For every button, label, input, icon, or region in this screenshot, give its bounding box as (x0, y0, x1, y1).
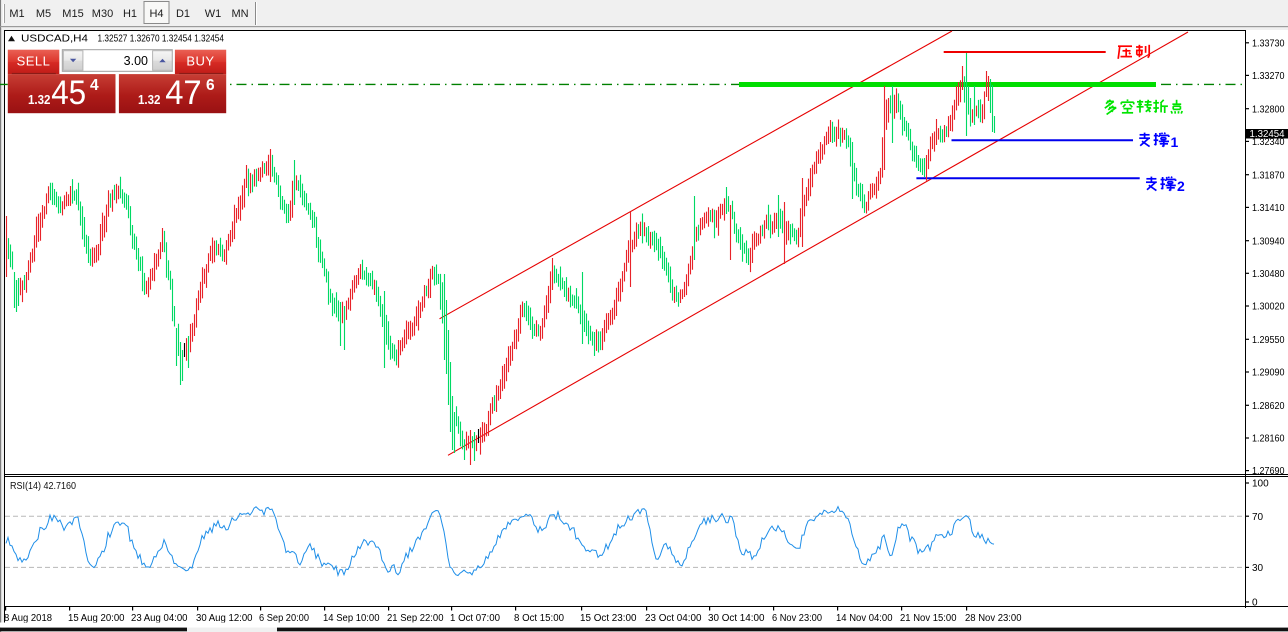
svg-text:30: 30 (1252, 563, 1264, 574)
svg-text:14 Sep 10:00: 14 Sep 10:00 (323, 613, 380, 624)
svg-text:8 Oct 15:00: 8 Oct 15:00 (514, 613, 564, 624)
svg-text:USDCAD,H4: USDCAD,H4 (21, 33, 88, 45)
svg-text:47: 47 (165, 74, 202, 112)
svg-text:M5: M5 (36, 8, 51, 20)
svg-text:1.32527 1.32670 1.32454 1.3245: 1.32527 1.32670 1.32454 1.32454 (98, 33, 225, 45)
svg-text:RSI(14) 42.7160: RSI(14) 42.7160 (10, 481, 76, 492)
svg-text:23 Aug 04:00: 23 Aug 04:00 (131, 613, 188, 624)
svg-text:28 Nov 23:00: 28 Nov 23:00 (965, 613, 1022, 624)
svg-text:1.31870: 1.31870 (1252, 170, 1285, 181)
svg-text:1.32454: 1.32454 (1250, 129, 1285, 140)
svg-text:1.32800: 1.32800 (1252, 104, 1285, 115)
svg-text:70: 70 (1252, 512, 1264, 523)
svg-text:6 Sep 20:00: 6 Sep 20:00 (259, 613, 309, 624)
svg-text:23 Oct 04:00: 23 Oct 04:00 (645, 613, 702, 624)
svg-text:14 Nov 04:00: 14 Nov 04:00 (836, 613, 893, 624)
svg-text:15 Aug 20:00: 15 Aug 20:00 (68, 613, 125, 624)
svg-text:100: 100 (1252, 479, 1269, 490)
svg-text:21 Nov 15:00: 21 Nov 15:00 (900, 613, 957, 624)
svg-text:1.29550: 1.29550 (1252, 335, 1285, 346)
svg-text:1.30020: 1.30020 (1252, 302, 1285, 313)
svg-text:1.29090: 1.29090 (1252, 368, 1285, 379)
svg-text:30 Aug 12:00: 30 Aug 12:00 (196, 613, 253, 624)
svg-text:1.30940: 1.30940 (1252, 236, 1285, 247)
svg-text:30 Oct 14:00: 30 Oct 14:00 (708, 613, 765, 624)
svg-text:1: 1 (1171, 134, 1179, 150)
svg-text:MN: MN (231, 8, 248, 20)
svg-text:M30: M30 (92, 8, 113, 20)
svg-text:1.27690: 1.27690 (1252, 466, 1285, 477)
svg-text:H1: H1 (123, 8, 137, 20)
svg-text:4: 4 (90, 77, 99, 94)
svg-text:M1: M1 (9, 8, 24, 20)
svg-text:2: 2 (1177, 178, 1185, 194)
svg-text:1.30480: 1.30480 (1252, 269, 1285, 280)
svg-text:1 Oct 07:00: 1 Oct 07:00 (450, 613, 500, 624)
svg-text:BUY: BUY (186, 54, 214, 69)
svg-text:SELL: SELL (17, 54, 51, 69)
svg-text:21 Sep 22:00: 21 Sep 22:00 (387, 613, 444, 624)
svg-text:6: 6 (206, 77, 215, 94)
svg-text:15 Oct 23:00: 15 Oct 23:00 (580, 613, 637, 624)
svg-text:1.32: 1.32 (28, 93, 51, 107)
svg-text:1.32: 1.32 (138, 93, 161, 107)
svg-text:1.32340: 1.32340 (1252, 137, 1285, 148)
svg-text:1.33270: 1.33270 (1252, 71, 1285, 82)
svg-text:1.28160: 1.28160 (1252, 434, 1285, 445)
svg-text:6 Nov 23:00: 6 Nov 23:00 (772, 613, 822, 624)
svg-text:1.31410: 1.31410 (1252, 203, 1285, 214)
svg-text:H4: H4 (149, 8, 163, 20)
svg-text:1.28620: 1.28620 (1252, 401, 1285, 412)
svg-text:0: 0 (1252, 598, 1258, 609)
svg-text:8 Aug 2018: 8 Aug 2018 (4, 613, 52, 624)
svg-text:45: 45 (51, 74, 86, 112)
svg-text:M15: M15 (62, 8, 83, 20)
svg-text:D1: D1 (176, 8, 190, 20)
svg-text:W1: W1 (205, 8, 222, 20)
svg-text:1.33730: 1.33730 (1252, 38, 1285, 49)
svg-text:3.00: 3.00 (124, 54, 148, 68)
